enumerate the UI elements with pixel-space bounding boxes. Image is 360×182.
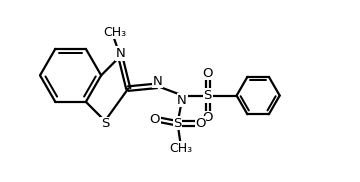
Text: S: S (174, 117, 182, 130)
Text: N: N (116, 47, 125, 60)
Text: O: O (195, 117, 206, 130)
Text: CH₃: CH₃ (169, 142, 192, 155)
Text: N: N (153, 75, 163, 88)
Text: S: S (204, 89, 212, 102)
Text: N: N (177, 94, 187, 107)
Text: S: S (101, 117, 109, 130)
Text: O: O (203, 67, 213, 80)
Text: CH₃: CH₃ (103, 26, 126, 39)
Text: O: O (149, 113, 160, 126)
Text: O: O (203, 111, 213, 124)
